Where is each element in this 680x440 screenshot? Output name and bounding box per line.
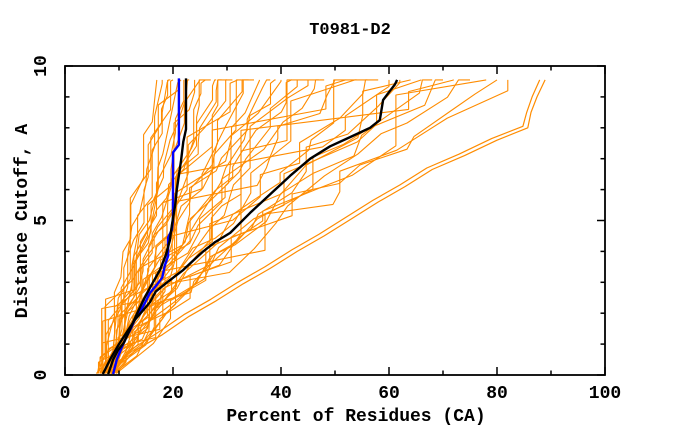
- other-models: [102, 79, 174, 374]
- series-lines: [95, 78, 546, 375]
- other-models: [97, 79, 443, 374]
- other-models: [107, 79, 249, 374]
- other-models: [102, 79, 211, 374]
- x-tick-label: 40: [270, 384, 292, 404]
- highlighted-model-black-left: [107, 78, 188, 375]
- ensemble-outlier-1: [113, 79, 546, 375]
- other-models: [103, 79, 454, 374]
- x-axis-label: Percent of Residues (CA): [226, 407, 485, 427]
- other-models: [106, 79, 422, 374]
- other-models: [113, 79, 206, 374]
- other-models: [102, 79, 498, 374]
- other-models: [96, 79, 227, 374]
- other-models: [104, 79, 190, 374]
- other-models: [107, 79, 169, 374]
- other-models: [101, 79, 292, 374]
- x-tick-label: 20: [162, 384, 184, 404]
- x-tick-labels: 0 20 40 60 80 100: [60, 384, 622, 404]
- highlighted-model-black-right: [101, 79, 399, 375]
- other-models: [115, 79, 185, 374]
- other-models: [107, 79, 509, 374]
- other-models: [108, 79, 470, 374]
- y-tick-label: 5: [32, 215, 52, 226]
- y-axis-label: Distance Cutoff, A: [13, 124, 33, 319]
- other-models: [107, 79, 390, 374]
- axis-ticks: [64, 65, 606, 376]
- other-models: [115, 79, 260, 374]
- y-tick-label: 10: [32, 55, 52, 77]
- other-models: [113, 79, 282, 374]
- plot-frame: [64, 65, 606, 376]
- x-tick-label: 0: [60, 384, 71, 404]
- x-tick-label: 80: [486, 384, 508, 404]
- other-models: [113, 79, 325, 374]
- other-models: [110, 79, 171, 374]
- other-models: [112, 79, 433, 374]
- other-models: [95, 79, 487, 374]
- y-tick-labels: 0 5 10: [32, 55, 52, 380]
- y-tick-label: 0: [32, 370, 52, 381]
- other-models: [102, 79, 379, 374]
- chart-title: T0981-D2: [309, 21, 391, 40]
- x-tick-label: 100: [589, 384, 621, 404]
- ensemble-outlier-2: [110, 79, 541, 375]
- other-models: [99, 79, 254, 374]
- x-tick-label: 60: [378, 384, 400, 404]
